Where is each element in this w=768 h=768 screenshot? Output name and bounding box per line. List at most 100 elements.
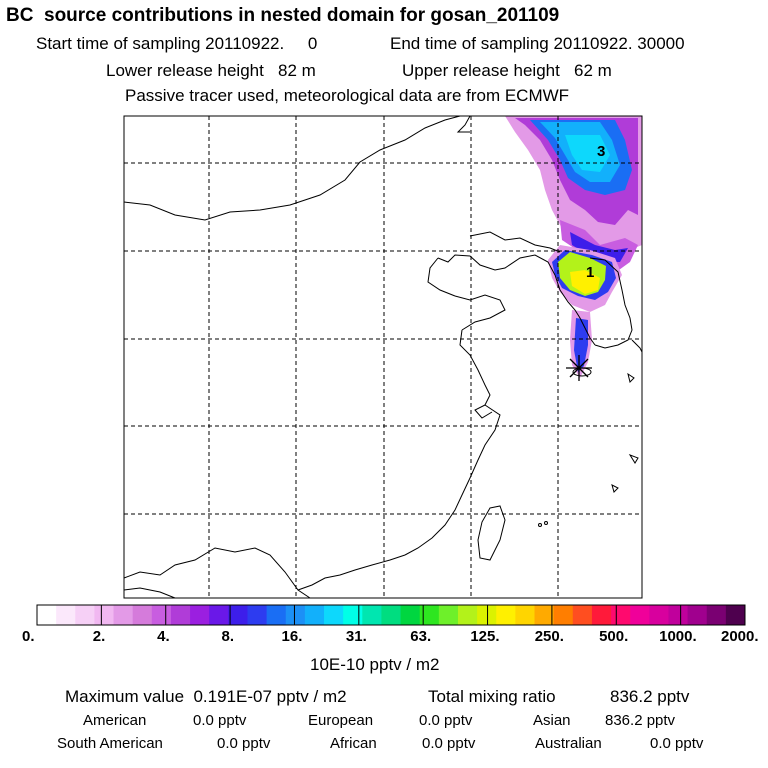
colorbar-swatch [228,605,248,625]
colorbar-unit-label: 10E-10 pptv / m2 [310,655,440,674]
colorbar-swatch [725,605,746,625]
lat-lon-grid [124,116,642,598]
australian-value: 0.0 pptv [650,735,704,752]
colorbar-swatch [56,605,76,625]
colorbar-swatch [343,605,363,625]
coast-japan-1 [631,339,643,353]
plume-field [505,116,642,378]
colorbar-swatch [132,605,153,625]
colorbar-swatch [534,605,555,625]
colorbar-tick-label: 4. [157,628,170,645]
american-label: American [83,712,147,729]
end-time-label: End time of sampling 20110922. 30000 [390,34,685,53]
coast-east [404,329,501,556]
colorbar-tick-marks [36,605,746,625]
upper-release-height-label: Upper release height 62 m [402,61,612,80]
plume-tail-blue [574,318,588,372]
colorbar-swatch [457,605,478,625]
plot-title: BC source contributions in nested domain… [6,5,560,26]
coast-shandong [454,294,506,331]
colorbar-swatch [515,605,536,625]
colorbar-tick-label: 500. [599,628,629,645]
asian-label: Asian [533,712,571,729]
max-value-label: Maximum value 0.191E-07 pptv / m2 [65,687,347,706]
plume-corridor-blue [570,232,628,262]
colorbar-tick-label: 16. [281,628,303,645]
colorbar-swatch [649,605,669,625]
colorbar-swatch [113,605,134,625]
island-1 [538,523,542,527]
colorbar-swatch [477,605,497,625]
colorbar-swatch [247,605,268,625]
border-north [123,115,461,221]
asian-value: 836.2 pptv [605,712,676,729]
colorbar-tick-label: 0. [22,628,35,645]
coastlines [123,115,643,599]
coast-south [297,554,406,591]
colorbar-tick-label: 1000. [659,628,697,645]
colorbar-tick-label: 63. [410,628,432,645]
colorbar-swatch [75,605,95,625]
colorbar-swatch [706,605,727,625]
star-marker-icon [566,355,592,381]
colorbar-swatch [438,605,459,625]
colorbar-swatches [37,605,746,625]
colorbar-swatch [37,605,57,625]
south-american-label: South American [57,735,163,752]
colorbar-swatch [266,605,287,625]
region-label-1: 1 [586,264,594,281]
total-mixing-label: Total mixing ratio [428,687,556,706]
colorbar-swatch [94,605,115,625]
colorbar-swatch [419,605,440,625]
colorbar-tick-label: 8. [221,628,234,645]
coast-japan-2 [627,372,635,383]
colorbar-swatch [304,605,325,625]
map-frame [123,115,643,599]
colorbar-swatch [362,605,382,625]
lower-release-height-label: Lower release height 82 m [106,61,316,80]
border-ne [469,231,561,253]
total-mixing-value: 836.2 pptv [610,687,690,706]
colorbar [36,604,746,626]
african-label: African [330,735,377,752]
colorbar-swatch [151,605,172,625]
region-label-3: 3 [597,143,605,160]
island-2 [544,521,548,525]
border-south [123,547,311,599]
european-value: 0.0 pptv [419,712,473,729]
colorbar-swatch [572,605,593,625]
colorbar-swatch [190,605,210,625]
colorbar-swatch [209,605,229,625]
colorbar-tick-label: 125. [470,628,500,645]
tracer-info-label: Passive tracer used, meteorological data… [125,86,570,105]
south-american-value: 0.0 pptv [217,735,271,752]
coast-korea-west [554,274,596,346]
colorbar-swatch [381,605,402,625]
colorbar-swatch [400,605,421,625]
coast-japan-4 [611,484,619,493]
colorbar-swatch [170,605,191,625]
colorbar-tick-label: 2. [92,628,106,645]
plume-north-core [565,135,610,172]
coast-taiwan [477,505,506,561]
australian-label: Australian [535,735,602,752]
coast-hangzhou [474,404,493,419]
colorbar-swatch [630,605,650,625]
plume-r1-yellow [570,270,600,294]
african-value: 0.0 pptv [422,735,476,752]
colorbar-swatch [611,605,631,625]
colorbar-swatch [324,605,344,625]
colorbar-swatch [496,605,516,625]
border-sw [123,587,176,599]
coast-japan-3 [628,454,639,464]
colorbar-swatch [668,605,689,625]
colorbar-tick-label: 250. [534,628,564,645]
colorbar-tick-label: 31. [345,628,367,645]
colorbar-swatch [553,605,574,625]
european-label: European [308,712,374,729]
colorbar-swatch [591,605,612,625]
colorbar-swatch [285,605,306,625]
coast-bohai [437,254,556,276]
colorbar-swatch [687,605,708,625]
